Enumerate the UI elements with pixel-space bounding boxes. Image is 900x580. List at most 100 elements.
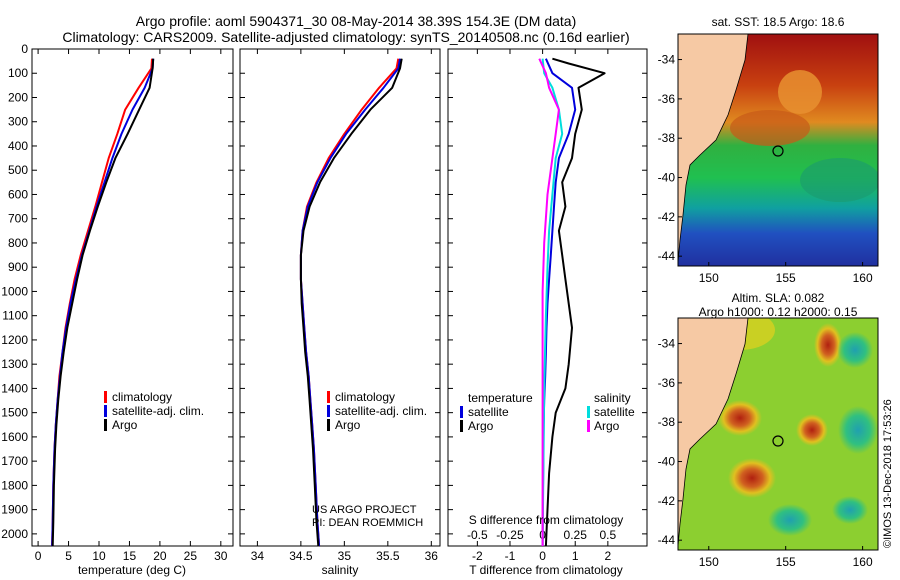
y-tick-label: 1600 <box>1 430 28 444</box>
temperature-x-label: temperature (deg C) <box>78 563 186 577</box>
difference-series <box>538 57 606 547</box>
y-tick-label: 500 <box>8 163 28 177</box>
legend-s-satellite-label: satellite <box>594 405 635 419</box>
title-line-1: Argo profile: aoml 5904371_30 08-May-201… <box>136 13 577 29</box>
legend-t-satellite-label: satellite <box>468 405 509 419</box>
legend-s-argo-swatch <box>587 420 590 432</box>
lat-tick-label: -38 <box>658 415 676 429</box>
lon-tick-label: 150 <box>699 555 719 569</box>
lon-tick-label: 155 <box>776 271 796 285</box>
sla-map-frame <box>677 317 879 551</box>
secondary-x-tick-label: -0.25 <box>496 528 524 542</box>
x-tick-label: 20 <box>153 549 167 563</box>
lat-tick-label: -40 <box>658 171 676 185</box>
y-tick-label: 1400 <box>1 381 28 395</box>
salinity-legend: climatology satellite-adj. clim. Argo <box>327 390 427 432</box>
lat-tick-label: -34 <box>658 337 676 351</box>
lat-tick-label: -42 <box>658 494 676 508</box>
legend-t-satellite-swatch <box>460 406 463 418</box>
x-tick-label: 34 <box>251 549 265 563</box>
secondary-x-tick-label: 0.25 <box>564 528 588 542</box>
temperature-plot-frame <box>31 48 234 547</box>
y-tick-label: 2000 <box>1 527 28 541</box>
sla-cool-eddy-1 <box>837 332 873 368</box>
x-tick-label: 0 <box>35 549 42 563</box>
y-tick-label: 300 <box>8 115 28 129</box>
difference-panel: -2 -1 0 1 2 -0.5 -0.25 0 0.25 0.5 T difference f… <box>447 48 648 577</box>
y-tick-label: 1300 <box>1 357 28 371</box>
x-tick-label: 34.5 <box>289 549 313 563</box>
temperature-x-axis: 0 5 10 15 20 25 30 <box>35 49 228 563</box>
sst-map-title: sat. SST: 18.5 Argo: 18.6 <box>712 15 845 29</box>
legend-climatology-swatch <box>327 391 330 403</box>
legend-satellite-label: satellite-adj. clim. <box>112 404 204 418</box>
lon-tick-label: 155 <box>776 555 796 569</box>
legend-climatology-label: climatology <box>112 390 172 404</box>
temperature-legend: climatology satellite-adj. clim. Argo <box>104 390 204 432</box>
series-t-argo <box>544 57 606 547</box>
sst-lat-axis: -34 -36 -38 -40 -42 -44 <box>658 53 682 263</box>
sla-lat-axis: -34 -36 -38 -40 -42 -44 <box>658 337 682 547</box>
legend-s-argo-label: Argo <box>594 419 620 433</box>
y-tick-label: 400 <box>8 139 28 153</box>
lat-tick-label: -38 <box>658 131 676 145</box>
sla-warm-eddy-4 <box>796 414 828 446</box>
y-tick-label: 1100 <box>2 309 28 323</box>
legend-s-satellite-swatch <box>587 406 590 418</box>
project-credit: US ARGO PROJECT <box>312 504 417 516</box>
x-tick-label: 15 <box>123 549 137 563</box>
legend-temperature-title: temperature <box>468 391 533 405</box>
t-difference-x-label: T difference from climatology <box>469 563 623 577</box>
x-tick-label: -1 <box>505 549 516 563</box>
sla-float-marker <box>772 435 784 447</box>
x-tick-label: -2 <box>472 549 483 563</box>
lat-tick-label: -34 <box>658 53 676 67</box>
y-tick-label: 1700 <box>1 454 28 468</box>
difference-legend: temperature satellite Argo salinity sate… <box>460 391 635 433</box>
sla-map-title-1: Altim. SLA: 0.082 <box>732 291 825 305</box>
y-tick-label: 0 <box>21 42 28 56</box>
y-tick-label: 1900 <box>1 503 28 517</box>
lat-tick-label: -42 <box>658 210 676 224</box>
sst-float-marker <box>772 145 784 157</box>
secondary-x-tick-label: -0.5 <box>467 528 488 542</box>
lat-tick-label: -44 <box>658 249 676 263</box>
series-s-argo <box>538 58 560 546</box>
secondary-x-tick-label: 0.5 <box>600 528 617 542</box>
legend-t-argo-label: Argo <box>468 419 494 433</box>
legend-argo-swatch <box>104 419 107 431</box>
y-tick-label: 200 <box>8 90 28 104</box>
temperature-panel: 0100200300400500600700800900100011001200… <box>1 42 234 577</box>
lon-tick-label: 160 <box>853 271 873 285</box>
x-tick-label: 35.5 <box>376 549 400 563</box>
sla-map-title-2: Argo h1000: 0.12 h2000: 0.15 <box>699 305 858 319</box>
series-argo <box>51 58 155 547</box>
x-tick-label: 35 <box>338 549 352 563</box>
lon-tick-label: 160 <box>853 555 873 569</box>
salinity-x-label: salinity <box>322 563 359 577</box>
salinity-panel: 34 34.5 35 35.5 36 salinity climatology sate… <box>239 48 441 577</box>
lat-tick-label: -36 <box>658 92 676 106</box>
lat-tick-label: -44 <box>658 533 676 547</box>
sla-lon-axis: 150 155 160 <box>699 546 873 569</box>
legend-argo-swatch <box>327 419 330 431</box>
y-tick-label: 800 <box>8 236 28 250</box>
legend-satellite-swatch <box>104 405 107 417</box>
y-tick-label: 1800 <box>1 478 28 492</box>
legend-climatology-label: climatology <box>335 390 395 404</box>
x-tick-label: 2 <box>605 549 612 563</box>
sla-cool-eddy-3 <box>768 504 812 536</box>
sla-land <box>678 318 749 547</box>
x-tick-label: 36 <box>425 549 439 563</box>
sst-map-frame <box>677 33 879 267</box>
series-s-satellite <box>541 58 564 547</box>
legend-argo-label: Argo <box>112 418 138 432</box>
difference-y-ticks <box>448 48 647 535</box>
sla-map: Altim. SLA: 0.082 Argo h1000: 0.12 h2000… <box>658 291 879 569</box>
legend-satellite-swatch <box>327 405 330 417</box>
sst-land <box>678 34 749 263</box>
legend-climatology-swatch <box>104 391 107 403</box>
y-tick-label: 700 <box>8 212 28 226</box>
y-tick-label: 900 <box>8 260 28 274</box>
